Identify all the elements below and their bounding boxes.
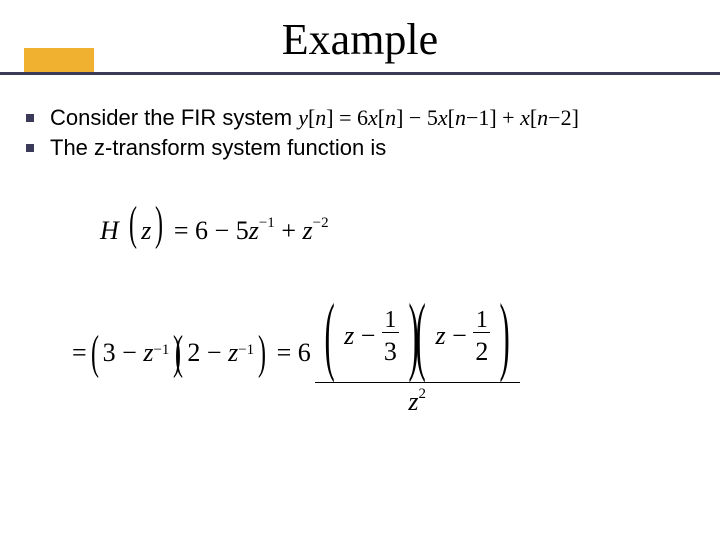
eq-term: − 5 xyxy=(215,216,249,245)
bullet-text: Consider the FIR system y[n] = 6x[n] − 5… xyxy=(50,104,579,132)
paren-icon: ( xyxy=(175,329,183,377)
eq-sym: H xyxy=(100,216,119,245)
content-area: Consider the FIR system y[n] = 6x[n] − 5… xyxy=(26,104,694,163)
eq-var: z xyxy=(344,323,354,349)
eq-var: z xyxy=(249,216,259,245)
paren-icon: ( xyxy=(416,292,426,380)
frac-den: 3 xyxy=(382,333,399,365)
eq-exp: 2 xyxy=(419,386,427,402)
eq-eq: = xyxy=(174,216,189,245)
paren-icon: ) xyxy=(155,200,163,248)
frac-num: 1 xyxy=(382,308,398,332)
eq-eq: = 6 xyxy=(277,338,311,368)
bullet-math: y[n] = 6x[n] − 5x[n−1] + x[n−2] xyxy=(298,105,579,130)
equation-2: = (3 − z−1)(2 − z−1) = 6 ( z − 1 3 ) ( z… xyxy=(72,290,692,415)
frac-num: 1 xyxy=(474,308,490,332)
fraction-denominator: z2 xyxy=(408,383,426,415)
frac-den: 2 xyxy=(473,333,490,365)
eq-term: 6 xyxy=(195,216,208,245)
paren-group: z − 1 3 xyxy=(344,308,399,365)
bullet-prefix: Consider the FIR system xyxy=(50,105,298,130)
eq-exp: −1 xyxy=(238,342,254,359)
eq-term: 3 − xyxy=(103,338,137,368)
bullet-prefix: The z-transform system function is xyxy=(50,135,386,160)
eq-var: z xyxy=(141,216,151,245)
eq-var: z xyxy=(228,338,238,368)
eq-exp: −1 xyxy=(259,215,275,231)
paren-icon: ( xyxy=(129,200,137,248)
eq-var: z xyxy=(408,387,418,416)
small-fraction: 1 3 xyxy=(382,308,399,365)
bullet-item: Consider the FIR system y[n] = 6x[n] − 5… xyxy=(26,104,694,132)
fraction-numerator: ( z − 1 3 ) ( z − 1 2 xyxy=(315,290,520,382)
bullet-item: The z-transform system function is xyxy=(26,134,694,162)
paren-group: z − 1 2 xyxy=(436,308,491,365)
header-underline xyxy=(0,72,720,75)
paren-icon: ( xyxy=(91,329,99,377)
eq-var: z xyxy=(302,216,312,245)
eq-exp: −1 xyxy=(153,342,169,359)
slide-title: Example xyxy=(0,14,720,65)
square-bullet-icon xyxy=(26,144,34,152)
eq-var: z xyxy=(436,323,446,349)
eq-term: 2 − xyxy=(187,338,221,368)
square-bullet-icon xyxy=(26,114,34,122)
eq-term: + xyxy=(281,216,302,245)
eq-exp: −2 xyxy=(313,215,329,231)
eq-minus: − xyxy=(361,323,376,349)
paren-icon: ( xyxy=(324,292,334,380)
eq-var: z xyxy=(143,338,153,368)
equation-1: H (z) = 6 − 5z−1 + z−2 xyxy=(100,200,329,248)
paren-icon: ) xyxy=(500,292,510,380)
small-fraction: 1 2 xyxy=(473,308,490,365)
paren-icon: ) xyxy=(258,329,266,377)
fraction: ( z − 1 3 ) ( z − 1 2 xyxy=(315,290,520,415)
bullet-text: The z-transform system function is xyxy=(50,134,386,162)
slide-header: Example xyxy=(0,0,720,100)
eq-eq: = xyxy=(72,338,87,368)
eq-minus: − xyxy=(452,323,467,349)
